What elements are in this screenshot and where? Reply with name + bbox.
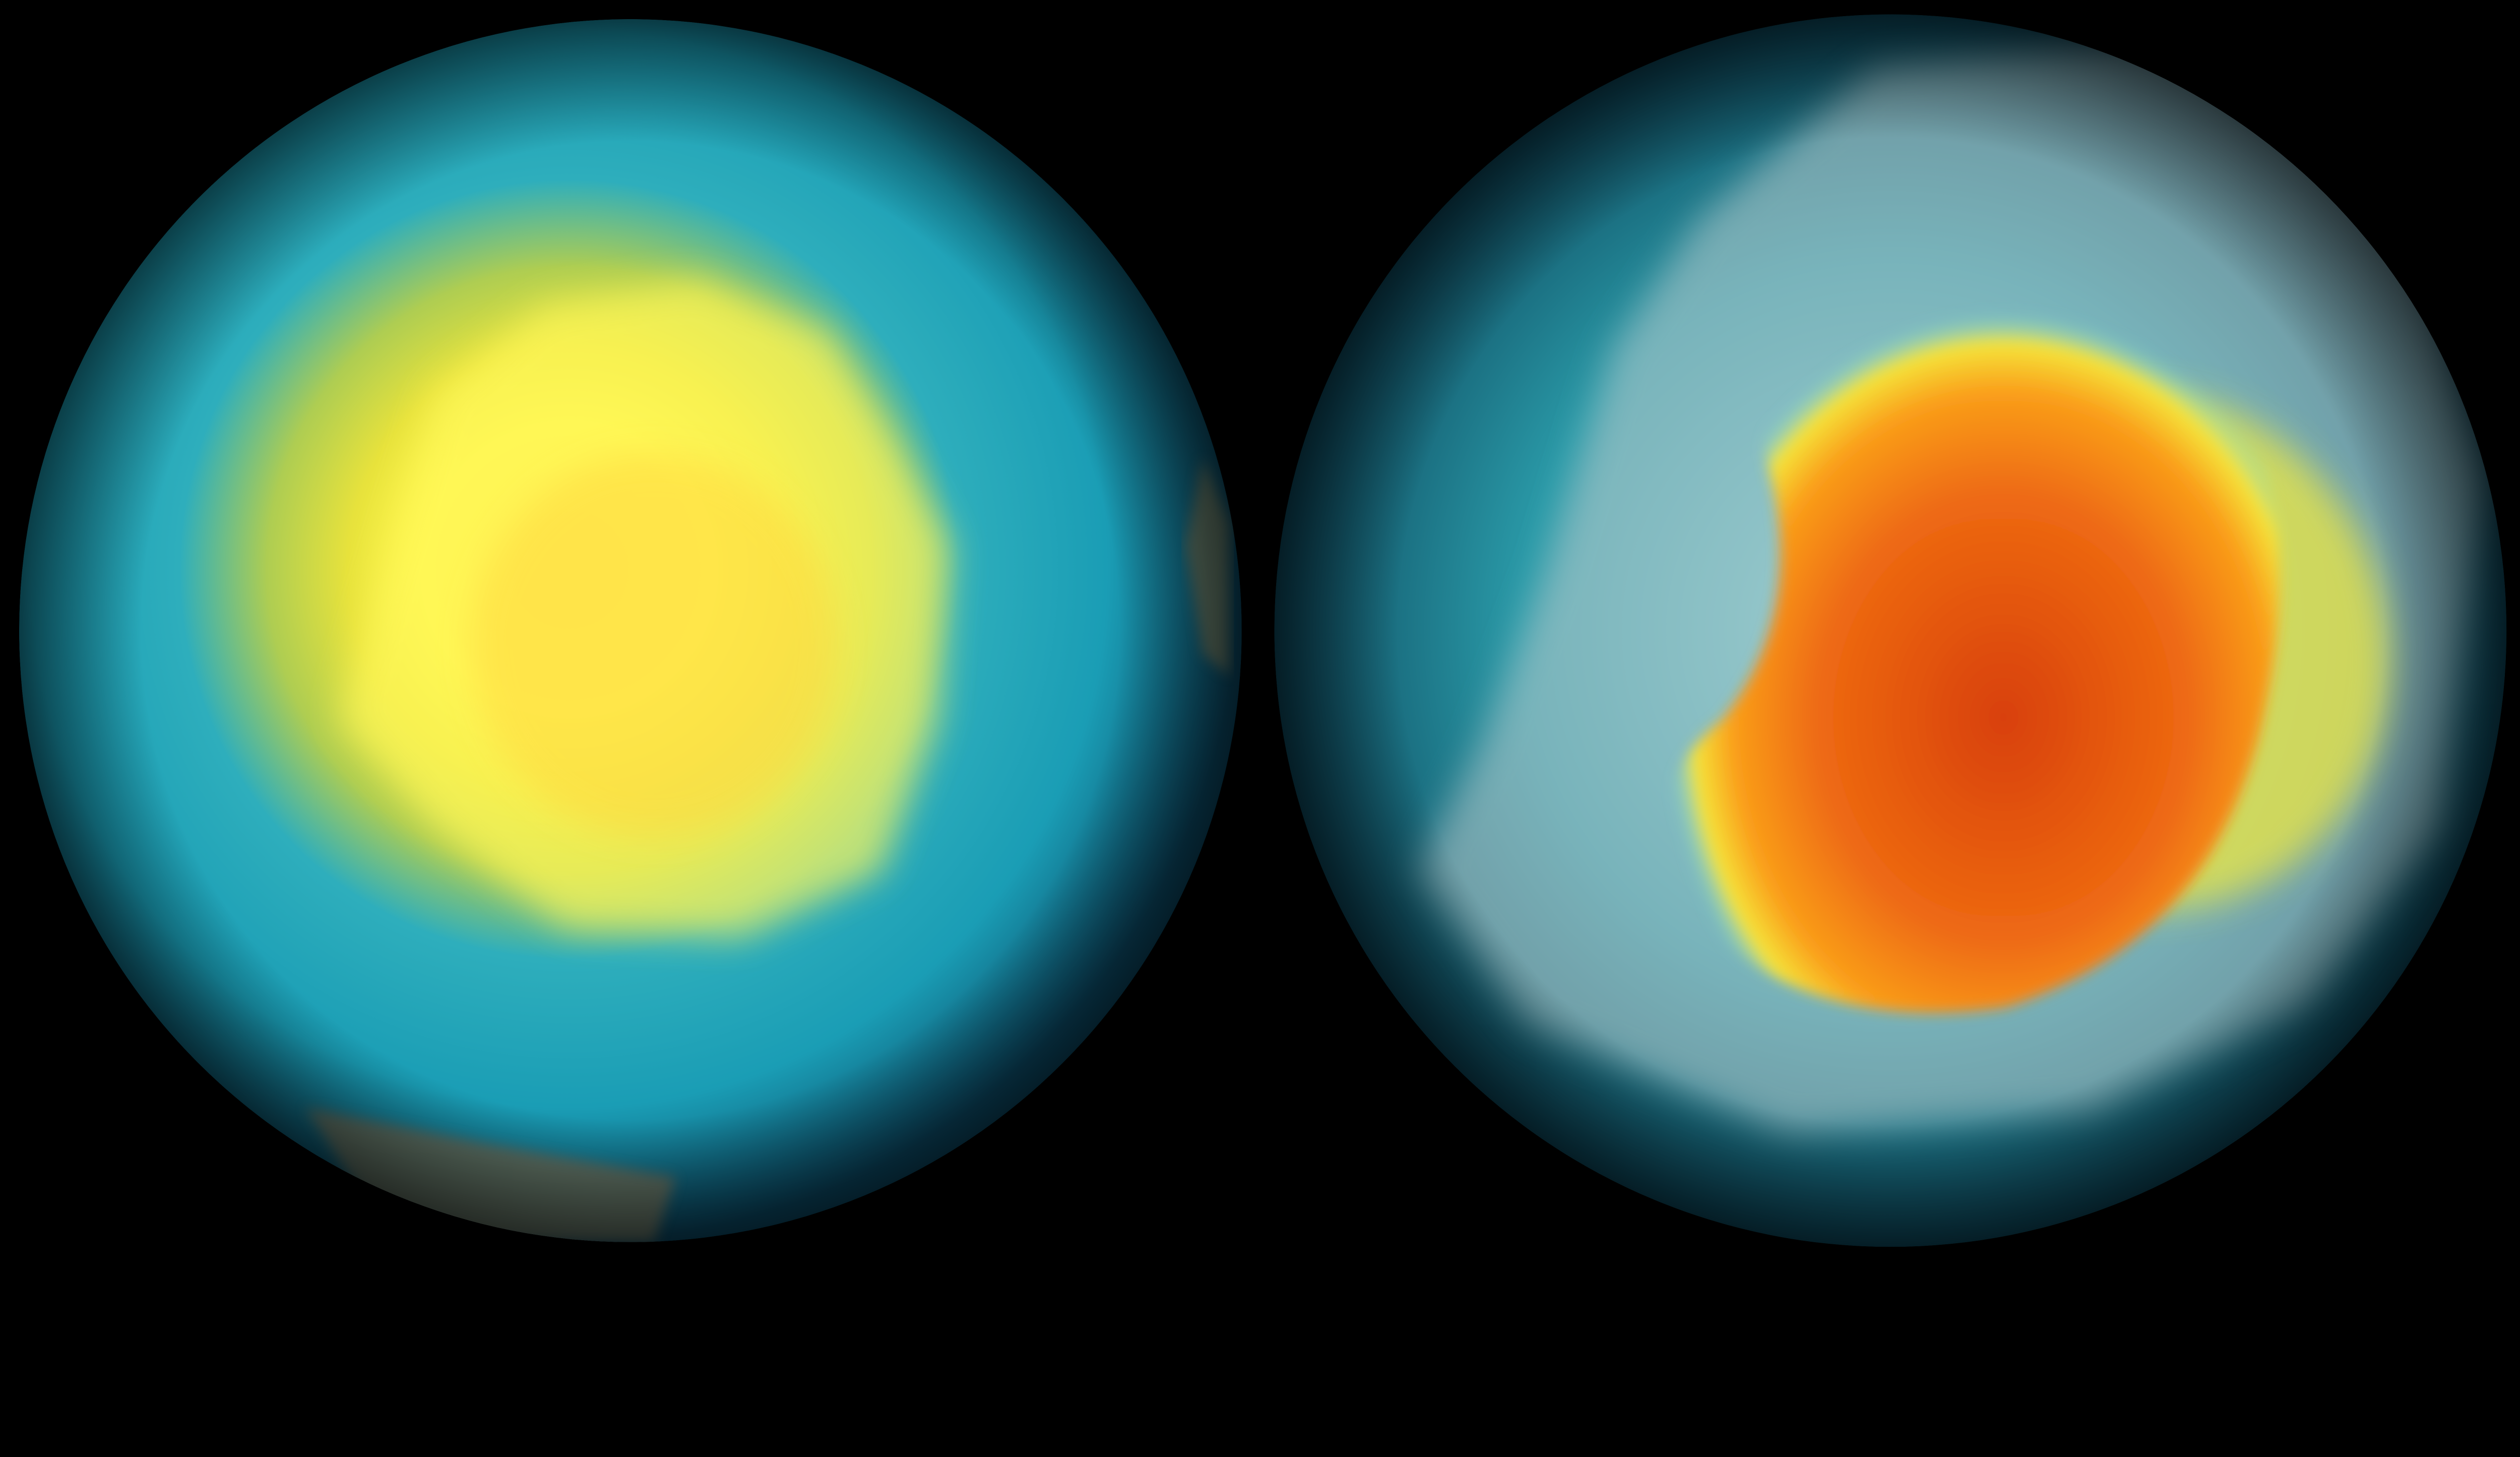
right-globe [1274, 14, 2507, 1247]
globe-visualization [19, 14, 2507, 1247]
left-globe [19, 19, 1242, 1242]
